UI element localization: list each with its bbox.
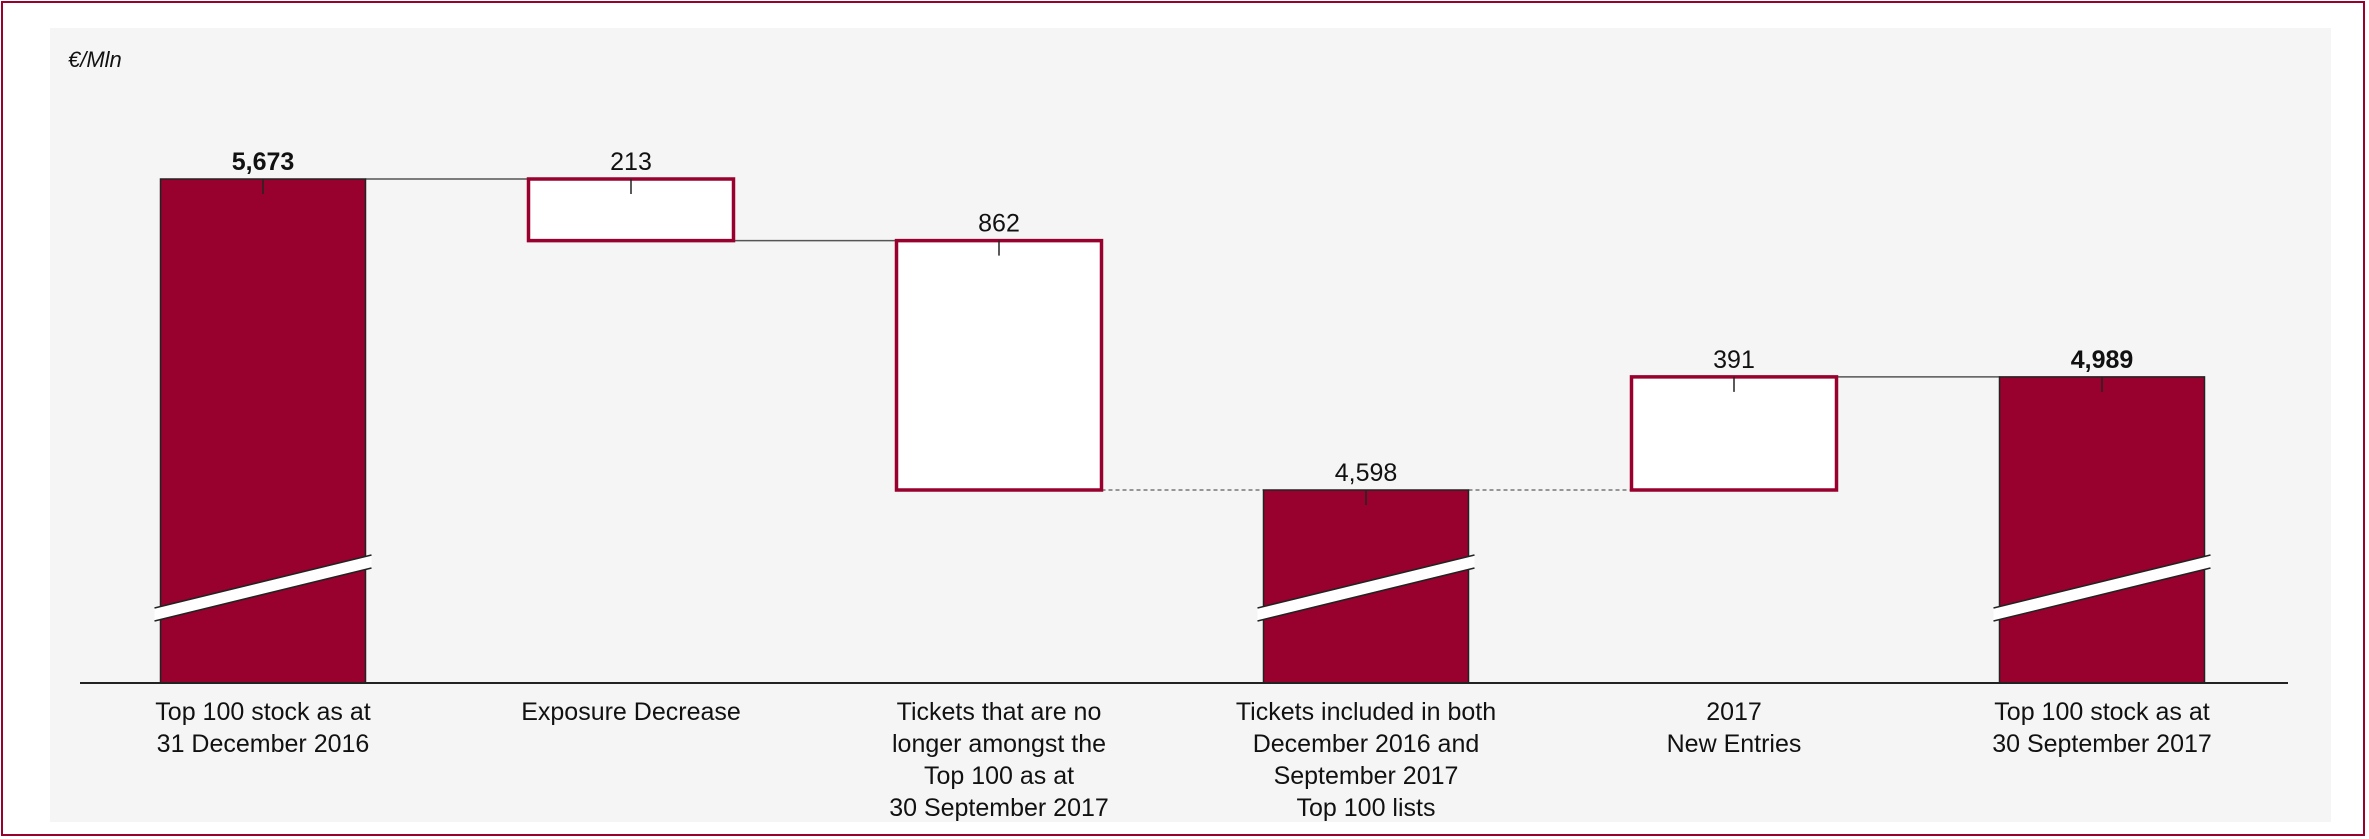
unit-label: €/Mln [68,47,122,72]
axis-break-line [1257,554,1475,609]
axis-break-line [1257,567,1475,622]
axis-break-line [1993,554,2211,609]
chart-panel [50,28,2331,822]
category-label: Top 100 stock as at 31 December 2016 [155,698,371,758]
category-label: Exposure Decrease [521,698,741,726]
data-label: 391 [1713,346,1755,374]
data-label: 4,598 [1335,459,1398,487]
axis-break-gap [1257,555,1475,621]
data-label: 213 [610,148,652,176]
axis-break-gap [154,555,372,621]
category-label: Tickets that are no longer amongst the T… [889,698,1109,822]
data-label: 5,673 [232,148,295,176]
category-label: 2017 New Entries [1666,698,1802,758]
delta-bar [894,238,1104,492]
total-bar [1998,376,2206,684]
axis-break-line [154,554,372,609]
axis-break-line [154,567,372,622]
data-label: 862 [978,210,1020,238]
delta-bar [1629,375,1839,492]
axis-break-gap [1993,555,2211,621]
data-label: 4,989 [2071,346,2134,374]
axis-break-line [1993,567,2211,622]
category-label: Top 100 stock as at 30 September 2017 [1992,698,2212,758]
category-label: Tickets included in both December 2016 a… [1235,698,1497,822]
